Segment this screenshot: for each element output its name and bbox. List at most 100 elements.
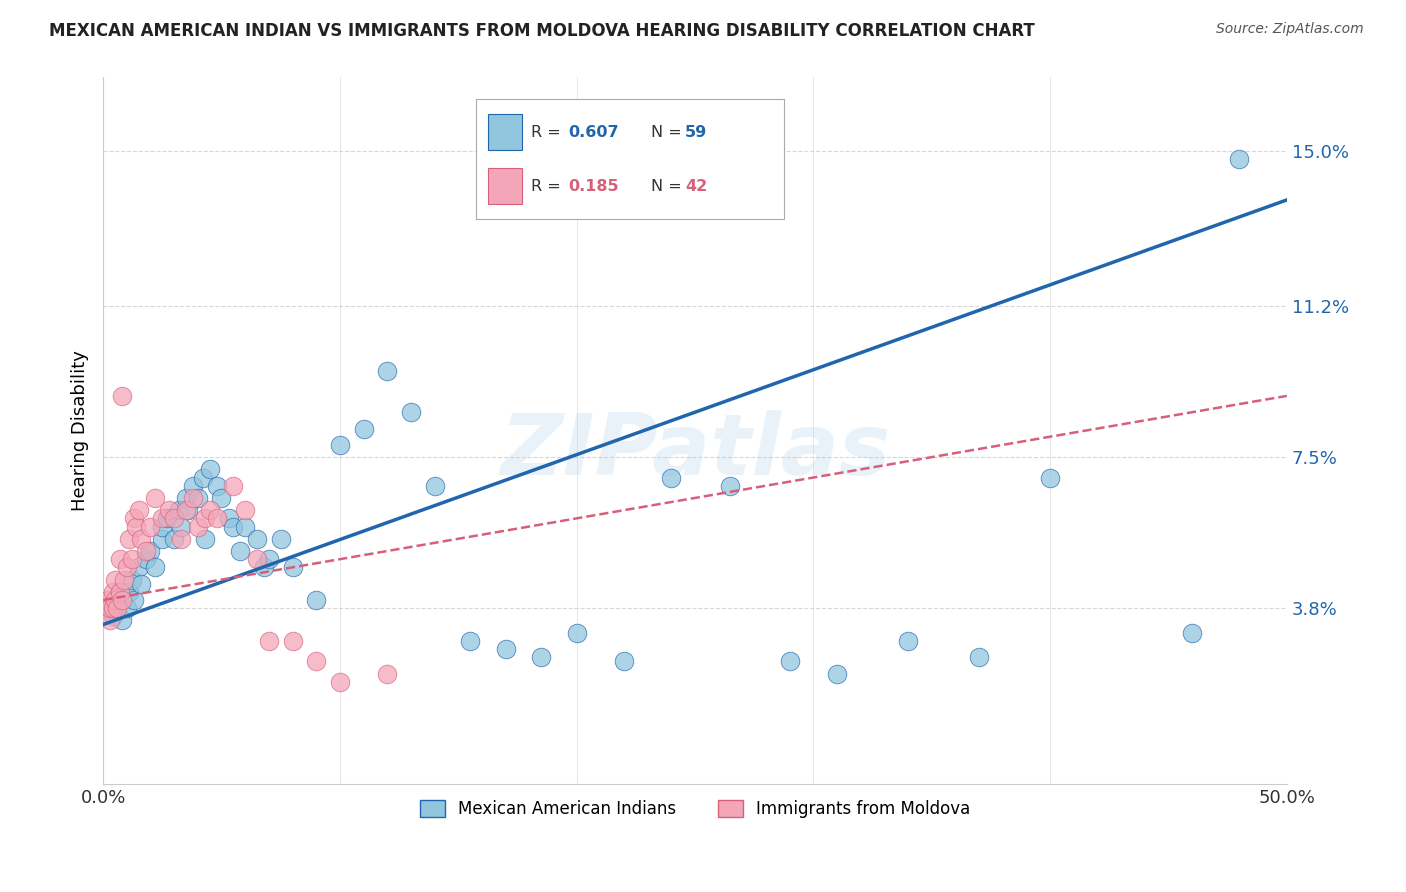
- Point: [967, 650, 990, 665]
- Point: [613, 654, 636, 668]
- Point: [104, 593, 127, 607]
- Point: [121, 573, 143, 587]
- Point: [156, 511, 179, 525]
- Point: [218, 511, 240, 525]
- Point: [174, 503, 197, 517]
- Text: MEXICAN AMERICAN INDIAN VS IMMIGRANTS FROM MOLDOVA HEARING DISABILITY CORRELATIO: MEXICAN AMERICAN INDIAN VS IMMIGRANTS FR…: [49, 22, 1035, 40]
- Point: [305, 654, 328, 668]
- Point: [281, 633, 304, 648]
- Point: [104, 573, 127, 587]
- Point: [659, 470, 682, 484]
- Point: [105, 601, 128, 615]
- Point: [143, 491, 166, 505]
- Point: [229, 544, 252, 558]
- Point: [111, 389, 134, 403]
- Point: [150, 511, 173, 525]
- Point: [115, 601, 138, 615]
- Point: [97, 593, 120, 607]
- Point: [1039, 470, 1062, 484]
- Point: [104, 593, 127, 607]
- Point: [270, 532, 292, 546]
- Point: [111, 593, 134, 607]
- Point: [174, 491, 197, 505]
- Point: [118, 532, 141, 546]
- Point: [181, 491, 204, 505]
- Point: [118, 585, 141, 599]
- Point: [108, 552, 131, 566]
- Point: [157, 503, 180, 517]
- Point: [530, 650, 553, 665]
- Point: [897, 633, 920, 648]
- Point: [246, 552, 269, 566]
- Point: [111, 614, 134, 628]
- Point: [825, 666, 848, 681]
- Point: [187, 491, 209, 505]
- Point: [143, 560, 166, 574]
- Point: [125, 519, 148, 533]
- Y-axis label: Hearing Disability: Hearing Disability: [72, 351, 89, 511]
- Point: [139, 519, 162, 533]
- Point: [205, 479, 228, 493]
- Point: [150, 519, 173, 533]
- Point: [257, 633, 280, 648]
- Point: [170, 532, 193, 546]
- Point: [233, 519, 256, 533]
- Point: [163, 511, 186, 525]
- Point: [198, 462, 221, 476]
- Point: [423, 479, 446, 493]
- Point: [187, 519, 209, 533]
- Point: [98, 601, 121, 615]
- Text: Source: ZipAtlas.com: Source: ZipAtlas.com: [1216, 22, 1364, 37]
- Point: [233, 503, 256, 517]
- Point: [101, 601, 124, 615]
- Point: [98, 601, 121, 615]
- Point: [1181, 625, 1204, 640]
- Point: [177, 503, 200, 517]
- Point: [108, 585, 131, 599]
- Point: [135, 552, 157, 566]
- Point: [458, 633, 481, 648]
- Point: [198, 503, 221, 517]
- Point: [779, 654, 801, 668]
- Point: [720, 479, 742, 493]
- Point: [122, 511, 145, 525]
- Point: [128, 503, 150, 517]
- Point: [170, 519, 193, 533]
- Point: [101, 609, 124, 624]
- Point: [181, 479, 204, 493]
- Point: [257, 552, 280, 566]
- Point: [121, 552, 143, 566]
- Point: [222, 479, 245, 493]
- Point: [495, 642, 517, 657]
- Point: [375, 364, 398, 378]
- Point: [253, 560, 276, 574]
- Point: [353, 421, 375, 435]
- Point: [375, 666, 398, 681]
- Point: [565, 625, 588, 640]
- Point: [135, 544, 157, 558]
- Point: [129, 532, 152, 546]
- Point: [329, 674, 352, 689]
- Point: [114, 573, 136, 587]
- Point: [129, 576, 152, 591]
- Point: [211, 491, 233, 505]
- Point: [108, 585, 131, 599]
- Point: [329, 438, 352, 452]
- Point: [94, 601, 117, 615]
- Point: [305, 593, 328, 607]
- Point: [105, 601, 128, 615]
- Point: [205, 511, 228, 525]
- Point: [194, 532, 217, 546]
- Point: [98, 614, 121, 628]
- Point: [115, 560, 138, 574]
- Text: ZIPatlas: ZIPatlas: [501, 410, 890, 493]
- Point: [246, 532, 269, 546]
- Point: [101, 585, 124, 599]
- Point: [399, 405, 422, 419]
- Point: [191, 470, 214, 484]
- Point: [128, 560, 150, 574]
- Point: [167, 503, 190, 517]
- Point: [222, 519, 245, 533]
- Point: [122, 593, 145, 607]
- Point: [281, 560, 304, 574]
